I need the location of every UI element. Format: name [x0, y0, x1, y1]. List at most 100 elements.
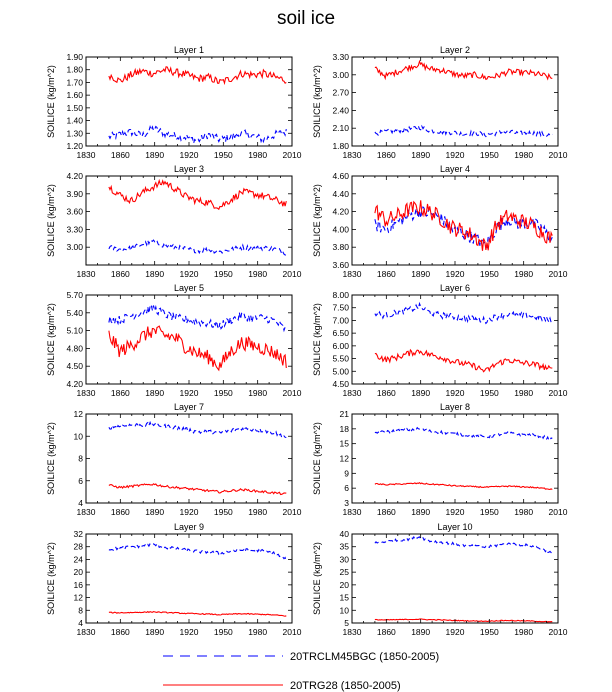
y-tick-label: 4.20: [66, 171, 83, 181]
y-axis-label: SOILICE (kg/m^2): [312, 65, 322, 138]
x-tick-label: 2010: [283, 269, 302, 279]
y-tick-label: 20: [340, 580, 350, 590]
y-tick-label: 21: [340, 409, 350, 419]
x-tick-label: 1830: [77, 627, 96, 637]
y-axis-label: SOILICE (kg/m^2): [312, 303, 322, 376]
y-tick-label: 1.20: [66, 141, 83, 151]
y-tick-label: 15: [340, 439, 350, 449]
panel-title: Layer 2: [440, 45, 470, 55]
y-tick-label: 2.10: [332, 123, 349, 133]
series-line-20TRCLM45BGC: [374, 426, 553, 441]
panel-title: Layer 9: [174, 522, 204, 532]
y-tick-label: 3.90: [66, 189, 83, 199]
y-tick-label: 6.00: [332, 341, 349, 351]
series-line-20TRG28: [374, 618, 553, 623]
y-tick-label: 4.50: [66, 361, 83, 371]
x-tick-label: 1830: [343, 150, 362, 160]
y-tick-label: 6: [344, 483, 349, 493]
x-tick-label: 1860: [111, 627, 130, 637]
x-tick-label: 1950: [480, 627, 499, 637]
y-axis-label: SOILICE (kg/m^2): [312, 184, 322, 257]
series-line-20TRG28: [374, 200, 553, 251]
y-tick-label: 1.80: [332, 141, 349, 151]
series-line-20TRG28: [108, 483, 287, 496]
x-tick-label: 1830: [77, 150, 96, 160]
y-tick-label: 4.40: [332, 189, 349, 199]
x-tick-label: 2010: [283, 627, 302, 637]
x-tick-label: 1860: [111, 388, 130, 398]
y-axis-label: SOILICE (kg/m^2): [46, 65, 56, 138]
x-tick-label: 2010: [549, 627, 568, 637]
series-line-20TRCLM45BGC: [108, 238, 287, 256]
y-axis-label: SOILICE (kg/m^2): [46, 422, 56, 495]
y-tick-label: 4.20: [332, 207, 349, 217]
y-tick-label: 10: [74, 431, 84, 441]
x-tick-label: 1830: [77, 388, 96, 398]
x-tick-label: 2010: [549, 150, 568, 160]
plot-frame: [85, 56, 293, 147]
series-line-20TRCLM45BGC: [374, 124, 553, 138]
y-axis-label: SOILICE (kg/m^2): [46, 184, 56, 257]
panel-title: Layer 1: [174, 45, 204, 55]
y-tick-label: 35: [340, 542, 350, 552]
y-tick-label: 7.50: [332, 303, 349, 313]
y-tick-label: 4.60: [332, 171, 349, 181]
y-tick-label: 6.50: [332, 328, 349, 338]
x-tick-label: 1980: [514, 269, 533, 279]
y-tick-label: 16: [74, 580, 84, 590]
x-tick-label: 1950: [480, 150, 499, 160]
y-tick-label: 20: [74, 567, 84, 577]
y-tick-label: 5.70: [66, 290, 83, 300]
panel-layer-10: Layer 10 1830 1860 1890 1920 1950 1980 2010 5 10 1…: [312, 522, 568, 637]
y-tick-label: 5.10: [66, 326, 83, 336]
x-tick-label: 1920: [446, 388, 465, 398]
x-tick-label: 1860: [377, 269, 396, 279]
y-axis-label: SOILICE (kg/m^2): [312, 422, 322, 495]
y-tick-label: 3.80: [332, 242, 349, 252]
y-tick-label: 2.70: [332, 88, 349, 98]
plot-frame: [351, 533, 559, 624]
y-tick-label: 1.70: [66, 77, 83, 87]
y-tick-label: 30: [340, 554, 350, 564]
y-tick-label: 32: [74, 529, 84, 539]
y-tick-label: 3: [344, 498, 349, 508]
y-tick-label: 8: [78, 605, 83, 615]
x-tick-label: 2010: [549, 269, 568, 279]
legend-label-20TRG28: 20TRG28 (1850-2005): [290, 680, 401, 692]
panel-layer-8: Layer 8 1830 1860 1890 1920 1950 1980 2010 3 6 9 12…: [312, 402, 568, 517]
panel-title: Layer 3: [174, 164, 204, 174]
y-tick-label: 12: [74, 409, 84, 419]
plot-frame: [85, 294, 293, 385]
x-tick-label: 1860: [377, 507, 396, 517]
x-tick-label: 1920: [446, 269, 465, 279]
x-tick-label: 1920: [446, 150, 465, 160]
y-tick-label: 3.30: [332, 52, 349, 62]
x-tick-label: 1980: [514, 388, 533, 398]
x-tick-label: 1950: [480, 388, 499, 398]
y-tick-label: 5.50: [332, 354, 349, 364]
y-tick-label: 5: [344, 618, 349, 628]
y-tick-label: 15: [340, 593, 350, 603]
panel-layer-1: Layer 1 1830 1860 1890 1920 1950 1980 2010 1.20 1…: [46, 45, 302, 160]
legend: 20TRCLM45BGC (1850-2005) 20TRG28 (1850-20…: [163, 651, 439, 692]
series-line-20TRCLM45BGC: [108, 420, 287, 439]
x-tick-label: 1830: [343, 627, 362, 637]
series-line-20TRCLM45BGC: [108, 125, 287, 144]
x-tick-label: 1830: [77, 269, 96, 279]
x-tick-label: 1950: [214, 388, 233, 398]
x-tick-label: 1920: [180, 627, 199, 637]
y-tick-label: 3.60: [66, 207, 83, 217]
y-tick-label: 3.30: [66, 224, 83, 234]
x-tick-label: 2010: [283, 388, 302, 398]
x-tick-label: 1980: [514, 150, 533, 160]
x-tick-label: 1830: [343, 388, 362, 398]
y-tick-label: 3.00: [66, 242, 83, 252]
y-axis-label: SOILICE (kg/m^2): [46, 542, 56, 615]
x-tick-label: 1890: [411, 507, 430, 517]
x-tick-label: 1980: [248, 269, 267, 279]
x-tick-label: 1860: [377, 388, 396, 398]
panel-title: Layer 8: [440, 402, 470, 412]
panel-title: Layer 4: [440, 164, 470, 174]
x-tick-label: 1980: [248, 627, 267, 637]
